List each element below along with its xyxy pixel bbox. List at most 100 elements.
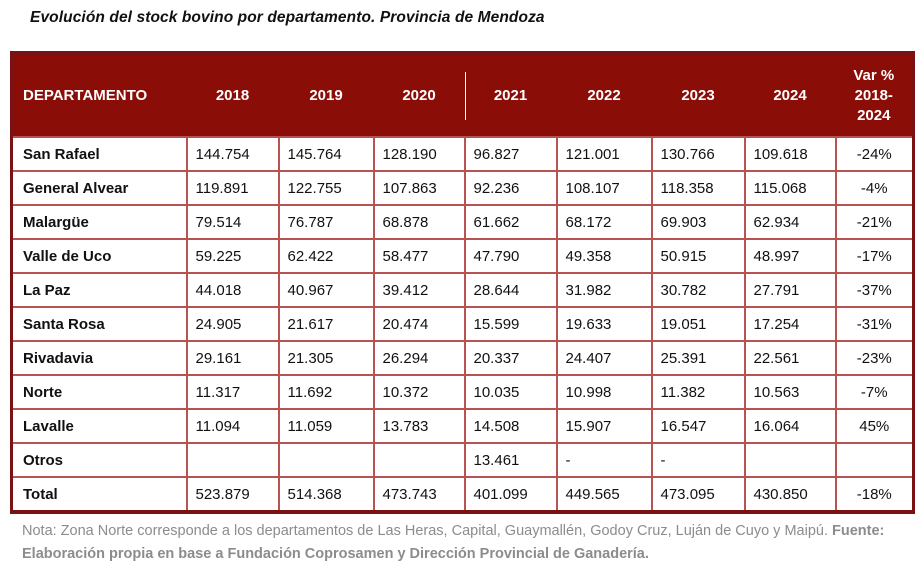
- stock-value-cell: 121.001: [555, 136, 653, 172]
- stock-value-cell: 11.382: [650, 374, 746, 410]
- footnote-fuente: Fuente: Elaboración propia en base a Fun…: [22, 523, 885, 563]
- stock-value-cell: 514.368: [277, 476, 375, 513]
- stock-value-cell: 24.905: [185, 306, 280, 342]
- stock-value-cell: 19.633: [555, 306, 653, 342]
- stock-value-cell: 20.337: [463, 340, 558, 376]
- stock-value-cell: 31.982: [555, 272, 653, 308]
- stock-value-cell: 449.565: [555, 476, 653, 513]
- stock-value-cell: 26.294: [372, 340, 466, 376]
- stock-value-cell: 28.644: [463, 272, 558, 308]
- var-percent-cell: -24%: [834, 136, 915, 172]
- stock-value-cell: 19.051: [650, 306, 746, 342]
- stock-value-cell: 76.787: [277, 204, 375, 240]
- stock-value-cell: 11.094: [185, 408, 280, 444]
- footnote-nota: Nota: Zona Norte corresponde a los depar…: [22, 523, 833, 539]
- table-body: San Rafael 144.754 145.764 128.190 96.827 121…: [10, 136, 915, 513]
- stock-value-cell: 130.766: [650, 136, 746, 172]
- stock-value-cell: -: [555, 442, 653, 478]
- stock-value-cell: 25.391: [650, 340, 746, 376]
- stock-value-cell: 62.934: [743, 204, 837, 240]
- stock-value-cell: 109.618: [743, 136, 837, 172]
- department-cell: Norte: [10, 374, 188, 410]
- stock-value-cell: 10.998: [555, 374, 653, 410]
- var-percent-cell: 45%: [834, 408, 915, 444]
- stock-value-cell: 47.790: [463, 238, 558, 274]
- stock-value-cell: 44.018: [185, 272, 280, 308]
- stock-value-cell: 68.172: [555, 204, 653, 240]
- stock-value-cell: 11.692: [277, 374, 375, 410]
- column-header-2024: 2024: [744, 53, 836, 137]
- stock-value-cell: 122.755: [277, 170, 375, 206]
- stock-value-cell: 40.967: [277, 272, 375, 308]
- stock-value-cell: 24.407: [555, 340, 653, 376]
- stock-value-cell: 92.236: [463, 170, 558, 206]
- column-header-departamento: DEPARTAMENTO: [11, 53, 187, 137]
- stock-value-cell: 15.907: [555, 408, 653, 444]
- stock-value-cell: 401.099: [463, 476, 558, 513]
- stock-value-cell: 145.764: [277, 136, 375, 172]
- department-cell: Lavalle: [10, 408, 188, 444]
- stock-value-cell: 21.305: [277, 340, 375, 376]
- stock-value-cell: 118.358: [650, 170, 746, 206]
- column-header-2023: 2023: [651, 53, 745, 137]
- stock-value-cell: 430.850: [743, 476, 837, 513]
- page-title: Evolución del stock bovino por departame…: [30, 9, 545, 26]
- department-cell: Otros: [10, 442, 188, 478]
- stock-value-cell: 30.782: [650, 272, 746, 308]
- stock-value-cell: 115.068: [743, 170, 837, 206]
- column-header-2022: 2022: [556, 53, 652, 137]
- stock-value-cell: 59.225: [185, 238, 280, 274]
- stock-value-cell: 39.412: [372, 272, 466, 308]
- stock-value-cell: 48.997: [743, 238, 837, 274]
- var-percent-cell: -18%: [834, 476, 915, 513]
- stock-value-cell: 144.754: [185, 136, 280, 172]
- var-percent-cell: -23%: [834, 340, 915, 376]
- var-percent-cell: -17%: [834, 238, 915, 274]
- var-percent-cell: -7%: [834, 374, 915, 410]
- stock-value-cell: 10.563: [743, 374, 837, 410]
- table-header: DEPARTAMENTO 2018 2019 2020 2021 2022 2023 2024…: [11, 53, 914, 137]
- stock-value-cell: 17.254: [743, 306, 837, 342]
- table-row: Malargüe 79.514 76.787 68.878 61.662 68.172 69…: [10, 204, 915, 240]
- stock-value-cell: 27.791: [743, 272, 837, 308]
- column-header-2019: 2019: [278, 53, 374, 137]
- header-row: DEPARTAMENTO 2018 2019 2020 2021 2022 2023 2024…: [11, 53, 914, 137]
- table-row: General Alvear 119.891 122.755 107.863 92.23…: [10, 170, 915, 206]
- stock-value-cell: 473.743: [372, 476, 466, 513]
- department-cell: Malargüe: [10, 204, 188, 240]
- stock-value-cell: 523.879: [185, 476, 280, 513]
- stock-value-cell: 107.863: [372, 170, 466, 206]
- stock-value-cell: 61.662: [463, 204, 558, 240]
- stock-value-cell: 13.461: [463, 442, 558, 478]
- stock-value-cell: [743, 442, 837, 478]
- var-percent-cell: -21%: [834, 204, 915, 240]
- var-percent-cell: -37%: [834, 272, 915, 308]
- column-header-2021: 2021: [464, 53, 557, 137]
- column-header-2018: 2018: [186, 53, 279, 137]
- department-cell: Rivadavia: [10, 340, 188, 376]
- stock-value-cell: 49.358: [555, 238, 653, 274]
- stock-table: DEPARTAMENTO 2018 2019 2020 2021 2022 2023 2024…: [10, 51, 915, 514]
- stock-value-cell: [277, 442, 375, 478]
- table-row: San Rafael 144.754 145.764 128.190 96.827 121…: [10, 136, 915, 172]
- table-row: Norte 11.317 11.692 10.372 10.035 10.998 11.38…: [10, 374, 915, 410]
- stock-value-cell: 20.474: [372, 306, 466, 342]
- table-row: Rivadavia 29.161 21.305 26.294 20.337 24.407 2…: [10, 340, 915, 376]
- stock-value-cell: 50.915: [650, 238, 746, 274]
- table-row: Otros 13.461- -: [10, 442, 915, 478]
- stock-value-cell: 119.891: [185, 170, 280, 206]
- column-header-2020: 2020: [373, 53, 465, 137]
- stock-value-cell: 22.561: [743, 340, 837, 376]
- department-cell: San Rafael: [10, 136, 188, 172]
- stock-value-cell: -: [650, 442, 746, 478]
- var-percent-cell: -31%: [834, 306, 915, 342]
- stock-value-cell: 21.617: [277, 306, 375, 342]
- table-row: Lavalle 11.094 11.059 13.783 14.508 15.907 16.…: [10, 408, 915, 444]
- stock-value-cell: [185, 442, 280, 478]
- stock-value-cell: 79.514: [185, 204, 280, 240]
- table-row: Santa Rosa 24.905 21.617 20.474 15.599 19.633…: [10, 306, 915, 342]
- stock-value-cell: 69.903: [650, 204, 746, 240]
- stock-value-cell: 108.107: [555, 170, 653, 206]
- stock-value-cell: 68.878: [372, 204, 466, 240]
